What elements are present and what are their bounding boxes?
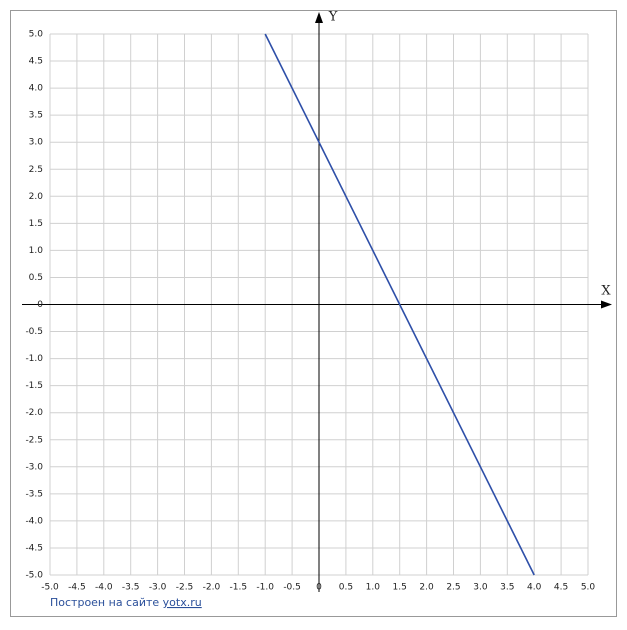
- y-tick-label: 0: [37, 300, 43, 310]
- y-tick-label: 2.5: [29, 165, 43, 175]
- y-axis-label: Y: [328, 10, 338, 25]
- x-tick-label: 4.0: [527, 583, 542, 593]
- y-tick-label: 1.5: [29, 219, 43, 229]
- x-tick-label: -3.0: [149, 583, 167, 593]
- footer-text: Построен на сайте: [50, 596, 159, 609]
- footer-link[interactable]: yotx.ru: [163, 596, 202, 609]
- y-tick-label: 4.0: [29, 84, 44, 94]
- y-tick-label: -2.5: [25, 435, 43, 445]
- y-tick-label: -1.0: [25, 354, 43, 364]
- x-tick-label: -5.0: [41, 583, 59, 593]
- y-tick-label: 3.5: [29, 111, 43, 121]
- x-tick-label: -1.0: [256, 583, 274, 593]
- x-tick-label: 3.5: [500, 583, 514, 593]
- x-tick-label: -2.0: [203, 583, 221, 593]
- y-tick-label: 3.0: [29, 138, 44, 148]
- x-arrow: [601, 300, 612, 309]
- x-tick-label: -3.5: [122, 583, 140, 593]
- x-tick-label: -0.5: [283, 583, 301, 593]
- x-tick-label: 4.5: [554, 583, 568, 593]
- axes: [22, 12, 612, 592]
- footer: Построен на сайте yotx.ru: [50, 596, 202, 609]
- data-line: [264, 33, 535, 576]
- y-tick-label: -5.0: [25, 571, 43, 581]
- x-tick-label: 5.0: [581, 583, 596, 593]
- y-tick-label: 0.5: [29, 273, 43, 283]
- x-tick-label: 2.0: [419, 583, 434, 593]
- y-tick-label: -0.5: [25, 327, 43, 337]
- y-tick-label: -1.5: [25, 381, 43, 391]
- y-tick-label: 2.0: [29, 192, 44, 202]
- x-tick-label: 1.5: [393, 583, 407, 593]
- x-tick-label: 1.0: [366, 583, 381, 593]
- y-tick-label: 1.0: [29, 246, 44, 256]
- x-axis-label: X: [601, 284, 611, 299]
- frame: [10, 10, 617, 617]
- y-tick-label: 5.0: [29, 30, 44, 40]
- y-tick-label: -4.5: [25, 543, 43, 553]
- x-tick-label: 2.5: [446, 583, 460, 593]
- x-tick-label: -1.5: [230, 583, 248, 593]
- x-tick-label: 0.5: [339, 583, 353, 593]
- y-tick-label: -2.0: [25, 408, 43, 418]
- x-tick-label: -2.5: [176, 583, 194, 593]
- y-tick-label: -3.0: [25, 462, 43, 472]
- x-tick-label: 0: [316, 583, 322, 593]
- x-tick-label: -4.0: [95, 583, 113, 593]
- y-tick-label: -4.0: [25, 516, 43, 526]
- x-tick-label: -4.5: [68, 583, 86, 593]
- tick-labels: -5.0 -4.5 -4.0 -3.5 -3.0 -2.5 -2.0 -1.5 -1.0 -0.5…: [25, 30, 595, 593]
- y-arrow: [315, 12, 323, 23]
- y-tick-label: 4.5: [29, 57, 43, 67]
- x-tick-label: 3.0: [473, 583, 488, 593]
- plot: [264, 33, 535, 576]
- y-tick-label: -3.5: [25, 489, 43, 499]
